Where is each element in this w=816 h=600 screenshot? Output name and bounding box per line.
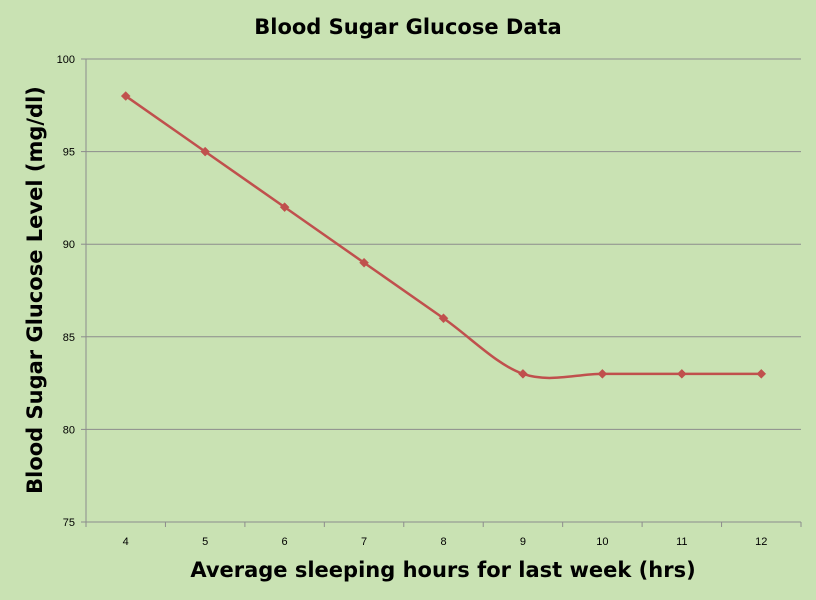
tick-layer: 75 80 85 90 95 100 4 5 6 7 8 9 10 11 12 [57, 54, 768, 548]
data-point-marker [359, 257, 369, 268]
x-tick-label: 5 [202, 536, 208, 548]
y-tick-label: 75 [63, 517, 75, 529]
data-point-marker [756, 368, 767, 379]
data-point-marker [676, 368, 687, 379]
data-point-marker [597, 368, 608, 379]
x-axis-title: Average sleeping hours for last week (hr… [190, 558, 695, 582]
x-tick-label: 9 [520, 536, 526, 548]
series-line [125, 95, 762, 380]
y-tick-label: 95 [63, 147, 75, 159]
x-tick-label: 10 [596, 536, 608, 548]
y-axis-title: Blood Sugar Glucose Level (mg/dl) [23, 86, 47, 494]
axis-layer [81, 58, 802, 527]
x-tick-label: 12 [755, 536, 767, 548]
y-tick-label: 80 [63, 424, 75, 436]
x-tick-label: 4 [123, 536, 129, 548]
y-tick-label: 100 [57, 54, 75, 66]
x-tick-label: 8 [440, 536, 446, 548]
series-layer [120, 91, 767, 380]
data-point-marker [438, 313, 449, 324]
data-point-marker [279, 202, 290, 213]
x-tick-label: 7 [361, 536, 367, 548]
data-point-marker [120, 91, 131, 101]
x-tick-label: 11 [676, 536, 687, 548]
chart-title: Blood Sugar Glucose Data [254, 15, 561, 39]
y-tick-label: 85 [63, 332, 75, 344]
data-point-marker [518, 368, 528, 379]
y-tick-label: 90 [63, 239, 75, 251]
data-point-marker [200, 146, 211, 157]
x-tick-label: 6 [282, 536, 288, 548]
grid-layer [86, 58, 801, 523]
